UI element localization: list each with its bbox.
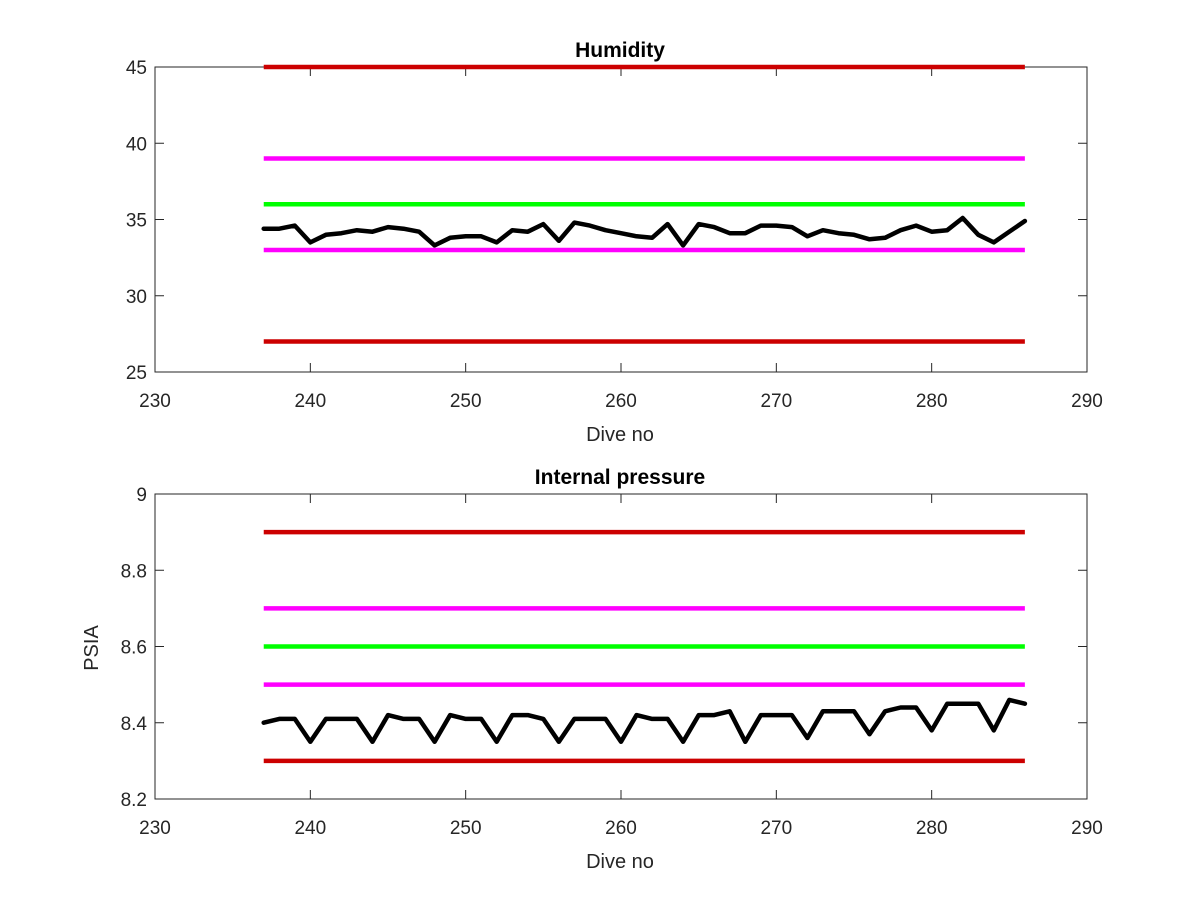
x-tick-label: 270 <box>760 818 792 839</box>
x-tick-label: 270 <box>760 391 792 412</box>
y-tick-label: 9 <box>136 485 147 506</box>
internal-pressure-chart: Internal pressure Dive no PSIA 230 240 250… <box>81 466 1103 873</box>
x-tick-label: 260 <box>605 391 637 412</box>
humidity-chart: Humidity Dive no 230 240 250 260 270 280 290 25… <box>126 39 1103 446</box>
y-tick-label: 8.8 <box>121 561 147 582</box>
x-tick-label: 290 <box>1071 391 1103 412</box>
chart-title: Humidity <box>575 39 665 62</box>
y-axis-label: PSIA <box>81 625 103 671</box>
x-tick-label: 250 <box>450 391 482 412</box>
plot-area: 230 240 250 260 270 280 290 25 30 35 40 45 <box>126 58 1103 412</box>
x-tick-label: 230 <box>139 391 171 412</box>
x-tick-label: 290 <box>1071 818 1103 839</box>
y-tick-label: 45 <box>126 58 147 79</box>
y-tick-label: 30 <box>126 287 147 308</box>
y-tick-label: 35 <box>126 211 147 232</box>
x-tick-label: 250 <box>450 818 482 839</box>
data-series-line <box>261 215 1028 248</box>
x-axis-label: Dive no <box>586 851 654 873</box>
y-tick-label: 40 <box>126 134 147 155</box>
x-tick-label: 240 <box>294 818 326 839</box>
y-tick-label: 8.6 <box>121 638 147 659</box>
plot-area: 230 240 250 260 270 280 290 8.2 8.4 8.6 8.8 9 <box>121 485 1103 839</box>
x-tick-label: 280 <box>916 818 948 839</box>
chart-title: Internal pressure <box>535 466 705 489</box>
data-series-line <box>261 697 1028 745</box>
x-tick-label: 230 <box>139 818 171 839</box>
y-tick-label: 8.2 <box>121 790 147 811</box>
y-tick-label: 25 <box>126 363 147 384</box>
x-axis-label: Dive no <box>586 424 654 446</box>
x-tick-label: 240 <box>294 391 326 412</box>
x-tick-label: 280 <box>916 391 948 412</box>
x-tick-label: 260 <box>605 818 637 839</box>
y-tick-label: 8.4 <box>121 714 148 735</box>
